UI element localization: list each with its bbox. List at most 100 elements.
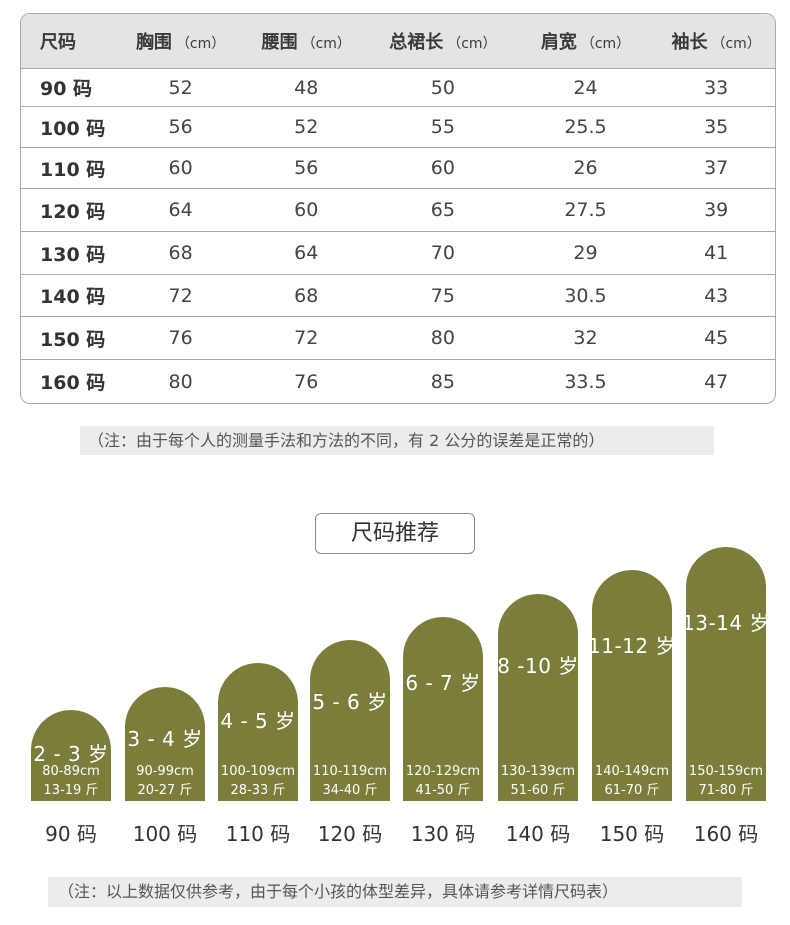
bar-height: 80-89cm: [42, 764, 100, 779]
bar-age: 2 - 3 岁: [33, 742, 109, 766]
cell-sleeve: 43: [704, 284, 729, 307]
bar-height: 150-159cm: [688, 764, 764, 779]
size-bar: 13-14 岁 150-159cm 71-80 斤: [682, 547, 769, 801]
bar-size-label: 140 码: [505, 822, 571, 846]
cell-skirt-length: 70: [430, 242, 455, 264]
cell-chest: 76: [168, 327, 193, 349]
cell-waist: 64: [294, 242, 319, 264]
reference-note: （注：以上数据仅供参考，由于每个小孩的体型差异，具体请参考详情尺码表）: [48, 877, 742, 907]
cell-chest: 64: [168, 199, 193, 221]
cell-skirt-length: 60: [430, 157, 455, 179]
cell-sleeve: 37: [704, 157, 729, 179]
cell-waist: 48: [294, 76, 319, 99]
cell-sleeve: 33: [704, 76, 729, 99]
cell-size: 90 码: [40, 78, 93, 100]
cell-size: 120 码: [40, 200, 106, 223]
size-bar: 6 - 7 岁 120-129cm 41-50 斤: [403, 617, 483, 801]
bar-age: 6 - 7 岁: [405, 671, 481, 695]
header-sleeve: 袖长 （cm）: [671, 32, 761, 53]
table-row: 130 码 68 64 70 29 41: [21, 231, 775, 274]
size-bar: 5 - 6 岁 110-119cm 34-40 斤: [310, 640, 390, 801]
bar-age: 4 - 5 岁: [220, 709, 296, 733]
cell-waist: 60: [294, 199, 319, 221]
cell-size: 150 码: [40, 328, 106, 351]
cell-shoulder: 33.5: [564, 370, 607, 393]
cell-skirt-length: 75: [430, 284, 455, 307]
bar-size-label: 120 码: [317, 822, 383, 846]
cell-size: 160 码: [40, 372, 106, 394]
table-row: 150 码 76 72 80 32 45: [21, 316, 775, 359]
table-row: 120 码 64 60 65 27.5 39: [21, 188, 775, 231]
bar-age: 11-12 岁: [588, 634, 676, 658]
cell-shoulder: 26: [573, 157, 598, 179]
cell-sleeve: 41: [704, 242, 729, 264]
cell-waist: 56: [294, 157, 319, 179]
cell-waist: 72: [294, 327, 319, 349]
cell-shoulder: 32: [573, 327, 598, 349]
cell-skirt-length: 85: [430, 370, 455, 393]
cell-chest: 80: [168, 370, 193, 393]
table-header: 尺码 胸围 （cm） 腰围 （cm） 总裙长 （cm） 肩宽 （cm） 袖长 （cm）: [21, 14, 775, 68]
cell-size: 130 码: [40, 243, 106, 266]
size-table: 尺码 胸围 （cm） 腰围 （cm） 总裙长 （cm） 肩宽 （cm） 袖长 （cm） 9…: [20, 13, 776, 404]
size-bar: 4 - 5 岁 100-109cm 28-33 斤: [218, 663, 298, 801]
bar-size-label: 100 码: [132, 822, 198, 846]
cell-skirt-length: 55: [430, 116, 455, 138]
cell-shoulder: 27.5: [564, 199, 607, 221]
size-bar: 11-12 岁 140-149cm 61-70 斤: [588, 570, 675, 801]
cell-shoulder: 24: [573, 76, 598, 99]
header-size: 尺码: [40, 32, 76, 53]
cell-size: 100 码: [40, 117, 106, 140]
bar-weight: 20-27 斤: [137, 783, 193, 798]
bar-height: 140-149cm: [594, 764, 670, 779]
header-chest: 胸围 （cm）: [135, 32, 226, 53]
cell-sleeve: 45: [704, 327, 729, 349]
bar-weight: 34-40 斤: [322, 783, 378, 798]
cell-skirt-length: 50: [430, 76, 455, 99]
bar-size-label: 110 码: [225, 822, 291, 846]
bar-age: 3 - 4 岁: [127, 727, 203, 751]
size-bar: 3 - 4 岁 90-99cm 20-27 斤: [125, 687, 205, 801]
header-shoulder: 肩宽 （cm）: [540, 32, 631, 53]
bar-size-label: 150 码: [599, 822, 665, 846]
table-row: 110 码 60 56 60 26 37: [21, 147, 775, 188]
bar-height: 100-109cm: [220, 764, 296, 779]
cell-size: 140 码: [40, 286, 106, 308]
cell-shoulder: 29: [573, 242, 598, 264]
bar-height: 110-119cm: [312, 764, 388, 779]
bar-height: 120-129cm: [405, 764, 481, 779]
cell-chest: 52: [168, 76, 193, 99]
measurement-note: （注：由于每个人的测量手法和方法的不同，有 2 公分的误差是正常的）: [80, 426, 714, 455]
cell-size: 110 码: [40, 158, 106, 181]
table-row: 90 码 52 48 50 24 33: [21, 68, 775, 106]
bar-height: 130-139cm: [500, 764, 576, 779]
bar-weight: 51-60 斤: [510, 783, 566, 798]
table-row: 160 码 80 76 85 33.5 47: [21, 359, 775, 403]
bar-weight: 61-70 斤: [604, 783, 660, 798]
bar-size-label: 90 码: [45, 822, 97, 846]
table-row: 140 码 72 68 75 30.5 43: [21, 274, 775, 316]
bar-weight: 41-50 斤: [415, 783, 471, 798]
cell-sleeve: 39: [704, 199, 729, 221]
size-bar: 2 - 3 岁 80-89cm 13-19 斤: [31, 710, 111, 801]
cell-chest: 60: [168, 157, 193, 179]
cell-shoulder: 25.5: [564, 116, 607, 138]
bar-weight: 13-19 斤: [43, 783, 99, 798]
bar-size-label: 160 码: [693, 822, 759, 846]
header-skirt-length: 总裙长 （cm）: [389, 32, 497, 53]
header-waist: 腰围 （cm）: [261, 32, 351, 53]
bar-weight: 71-80 斤: [698, 783, 754, 798]
cell-chest: 56: [168, 116, 193, 138]
cell-shoulder: 30.5: [564, 284, 607, 307]
cell-waist: 52: [294, 116, 319, 138]
cell-sleeve: 35: [704, 116, 729, 138]
bar-age: 13-14 岁: [682, 611, 770, 635]
bar-weight: 28-33 斤: [230, 783, 286, 798]
bar-size-label: 130 码: [410, 822, 476, 846]
cell-chest: 72: [168, 284, 193, 307]
cell-sleeve: 47: [704, 370, 729, 393]
bar-height: 90-99cm: [136, 764, 194, 779]
table-row: 100 码 56 52 55 25.5 35: [21, 106, 775, 147]
cell-skirt-length: 80: [430, 327, 455, 349]
bar-age: 5 - 6 岁: [312, 690, 388, 714]
